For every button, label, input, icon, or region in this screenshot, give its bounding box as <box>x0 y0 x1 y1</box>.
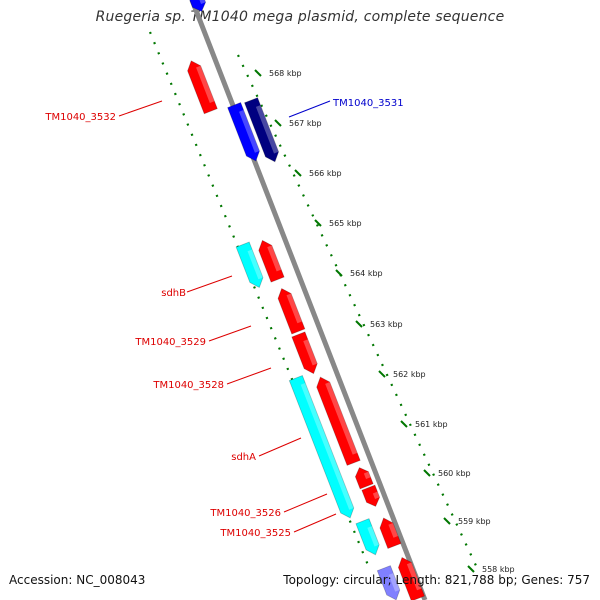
gene-arrow-navy <box>244 97 280 163</box>
gene-arrow-tm1040-3528 <box>277 287 306 335</box>
gene-label-tm1040-3528: TM1040_3528 <box>152 367 272 391</box>
tick-label: 568 kbp <box>269 69 302 78</box>
gene-arrow-top-blue <box>187 0 207 12</box>
gene-arrow-tm1040-3526 <box>354 467 374 490</box>
gene-arrow-red-long <box>316 376 361 466</box>
gene-arrow-red-mid <box>291 331 318 375</box>
tick-label: 560 kbp <box>438 469 471 478</box>
gene-arrow-red-low <box>379 517 402 550</box>
gene-label-text: TM1040_3526 <box>209 508 281 519</box>
tick-4: 564 kbp <box>335 269 383 278</box>
backbone <box>189 0 428 600</box>
tick-8: 560 kbp <box>423 469 471 478</box>
gene-arrow-cyan-small <box>355 518 380 556</box>
tick-label: 563 kbp <box>370 320 403 329</box>
tick-6: 562 kbp <box>378 370 426 379</box>
tick-2: 566 kbp <box>294 169 342 178</box>
gene-label-tm1040-3532: TM1040_3532 <box>44 100 163 123</box>
gene-label-tm1040-3529: TM1040_3529 <box>134 325 252 348</box>
tick-10: 558 kbp <box>467 565 515 574</box>
tick-label: 561 kbp <box>415 420 448 429</box>
gene-label-text: TM1040_3532 <box>44 112 116 123</box>
tick-1: 567 kbp <box>274 119 322 128</box>
gene-label-tm1040-3531: TM1040_3531 <box>288 98 404 118</box>
gene-label-text: TM1040_3529 <box>134 337 206 348</box>
gene-label-sdhb: sdhB <box>161 275 233 299</box>
gene-label-text: TM1040_3525 <box>219 528 291 539</box>
tick-label: 559 kbp <box>458 517 491 526</box>
gene-label-text: sdhB <box>161 288 186 299</box>
tick-5: 563 kbp <box>355 320 403 329</box>
gene-arrow-tm1040-3529 <box>258 239 285 283</box>
tick-label: 567 kbp <box>289 119 322 128</box>
tick-label: 565 kbp <box>329 219 362 228</box>
gene-label-text: sdhA <box>231 452 256 463</box>
gene-label-text: TM1040_3531 <box>332 98 404 109</box>
accession-text: Accession: NC_008043 <box>9 573 146 587</box>
gene-arrow-tm1040-3525 <box>361 484 381 507</box>
gene-arrow-tm1040-3532 <box>187 60 218 115</box>
tick-label: 562 kbp <box>393 370 426 379</box>
tick-0: 568 kbp <box>254 69 302 78</box>
gene-label-text: TM1040_3528 <box>152 380 224 391</box>
tick-label: 566 kbp <box>309 169 342 178</box>
gene-arrow-lavender <box>376 565 401 600</box>
gene-label-tm1040-3526: TM1040_3526 <box>209 493 328 519</box>
tick-3: 565 kbp <box>314 219 362 228</box>
tick-label: 564 kbp <box>350 269 383 278</box>
gene-label-sdha: sdhA <box>231 437 302 463</box>
gene-arrow-sdhb <box>235 241 264 289</box>
gene-arrow-tm1040-3531 <box>227 101 260 162</box>
gene-arrow-sdha <box>288 375 355 519</box>
tick-label: 558 kbp <box>482 565 515 574</box>
tick-7: 561 kbp <box>400 420 448 429</box>
gene-label-tm1040-3525: TM1040_3525 <box>219 513 337 539</box>
tick-9: 559 kbp <box>443 517 491 526</box>
sequence-stats: Topology: circular; Length: 821,788 bp; … <box>283 573 590 587</box>
outer-dotted-rail <box>237 54 479 571</box>
gene-arrow-red-bottom <box>397 556 426 600</box>
